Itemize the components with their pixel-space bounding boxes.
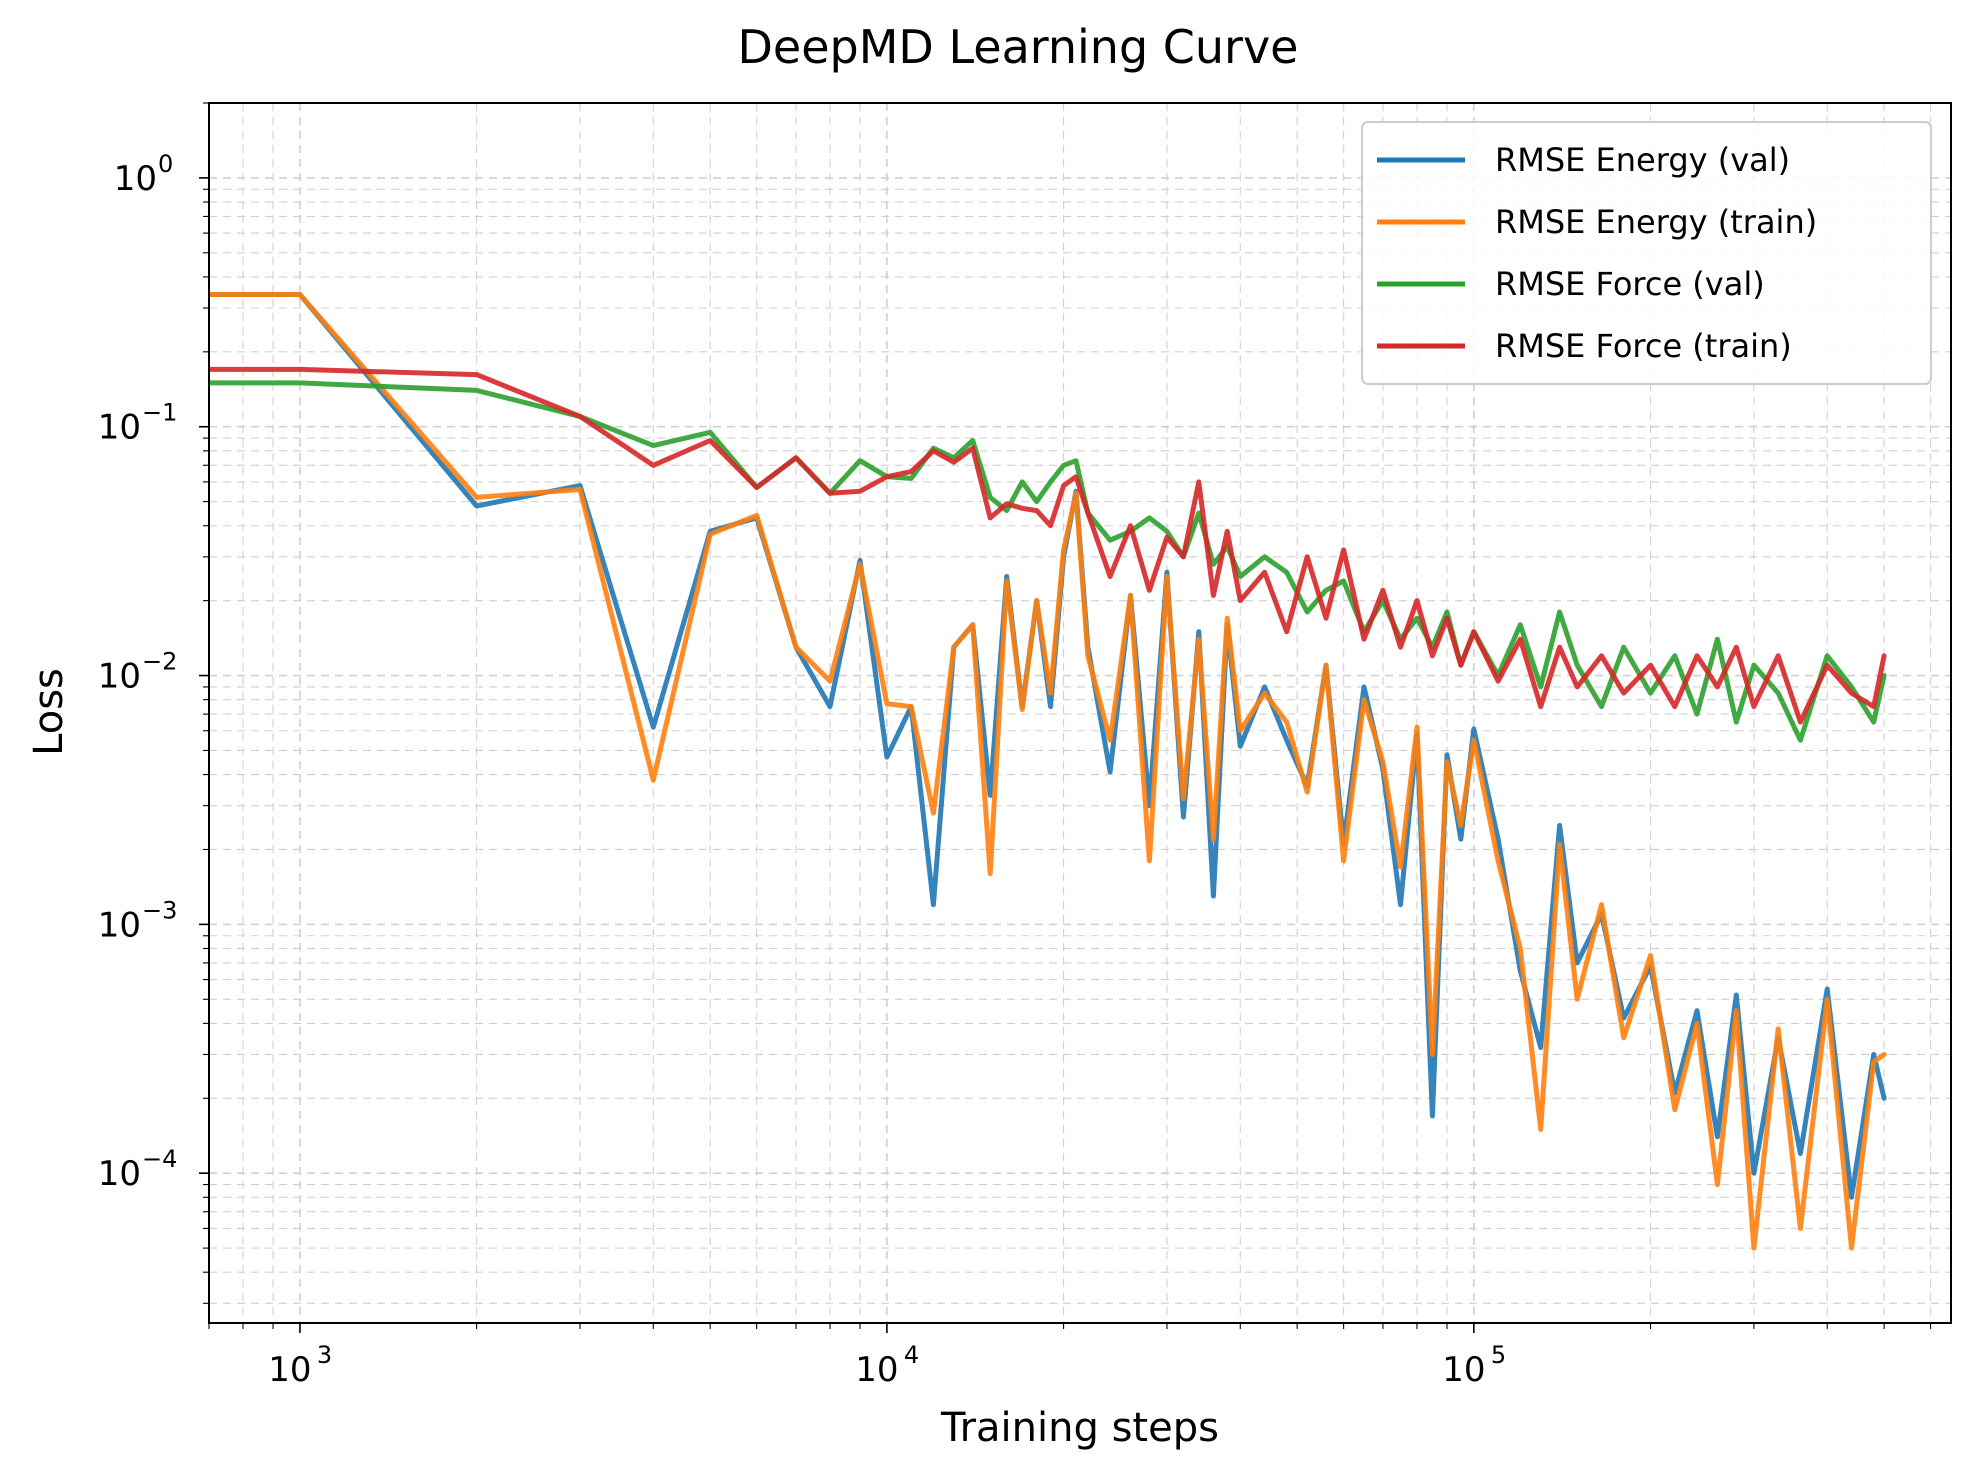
y-tick-label: 10 — [98, 1154, 141, 1194]
legend-label: RMSE Energy (train) — [1495, 203, 1817, 241]
chart-title: DeepMD Learning Curve — [738, 20, 1299, 74]
y-tick-exponent: −3 — [142, 896, 177, 924]
x-tick-exponent: 5 — [1491, 1341, 1506, 1369]
legend-label: RMSE Force (val) — [1495, 265, 1765, 303]
y-tick-label: 10 — [98, 905, 141, 945]
y-tick-exponent: −4 — [142, 1145, 177, 1173]
y-tick-label: 10 — [98, 408, 141, 448]
x-tick-label: 10 — [1442, 1350, 1485, 1390]
y-tick-exponent: 0 — [158, 150, 173, 178]
legend-label: RMSE Force (train) — [1495, 327, 1792, 365]
legend-label: RMSE Energy (val) — [1495, 141, 1790, 179]
legend: RMSE Energy (val) RMSE Energy (train) RMSE… — [1362, 122, 1931, 384]
x-tick-exponent: 3 — [317, 1341, 332, 1369]
x-tick-exponent: 4 — [904, 1341, 919, 1369]
x-tick-label: 10 — [855, 1350, 898, 1390]
x-tick-label: 10 — [268, 1350, 311, 1390]
x-axis-label: Training steps — [940, 1405, 1219, 1451]
y-tick-exponent: −1 — [142, 399, 177, 427]
y-tick-exponent: −2 — [142, 648, 177, 676]
y-tick-label: 10 — [98, 657, 141, 697]
y-tick-label: 10 — [114, 159, 157, 199]
y-axis-label: Loss — [26, 668, 72, 756]
